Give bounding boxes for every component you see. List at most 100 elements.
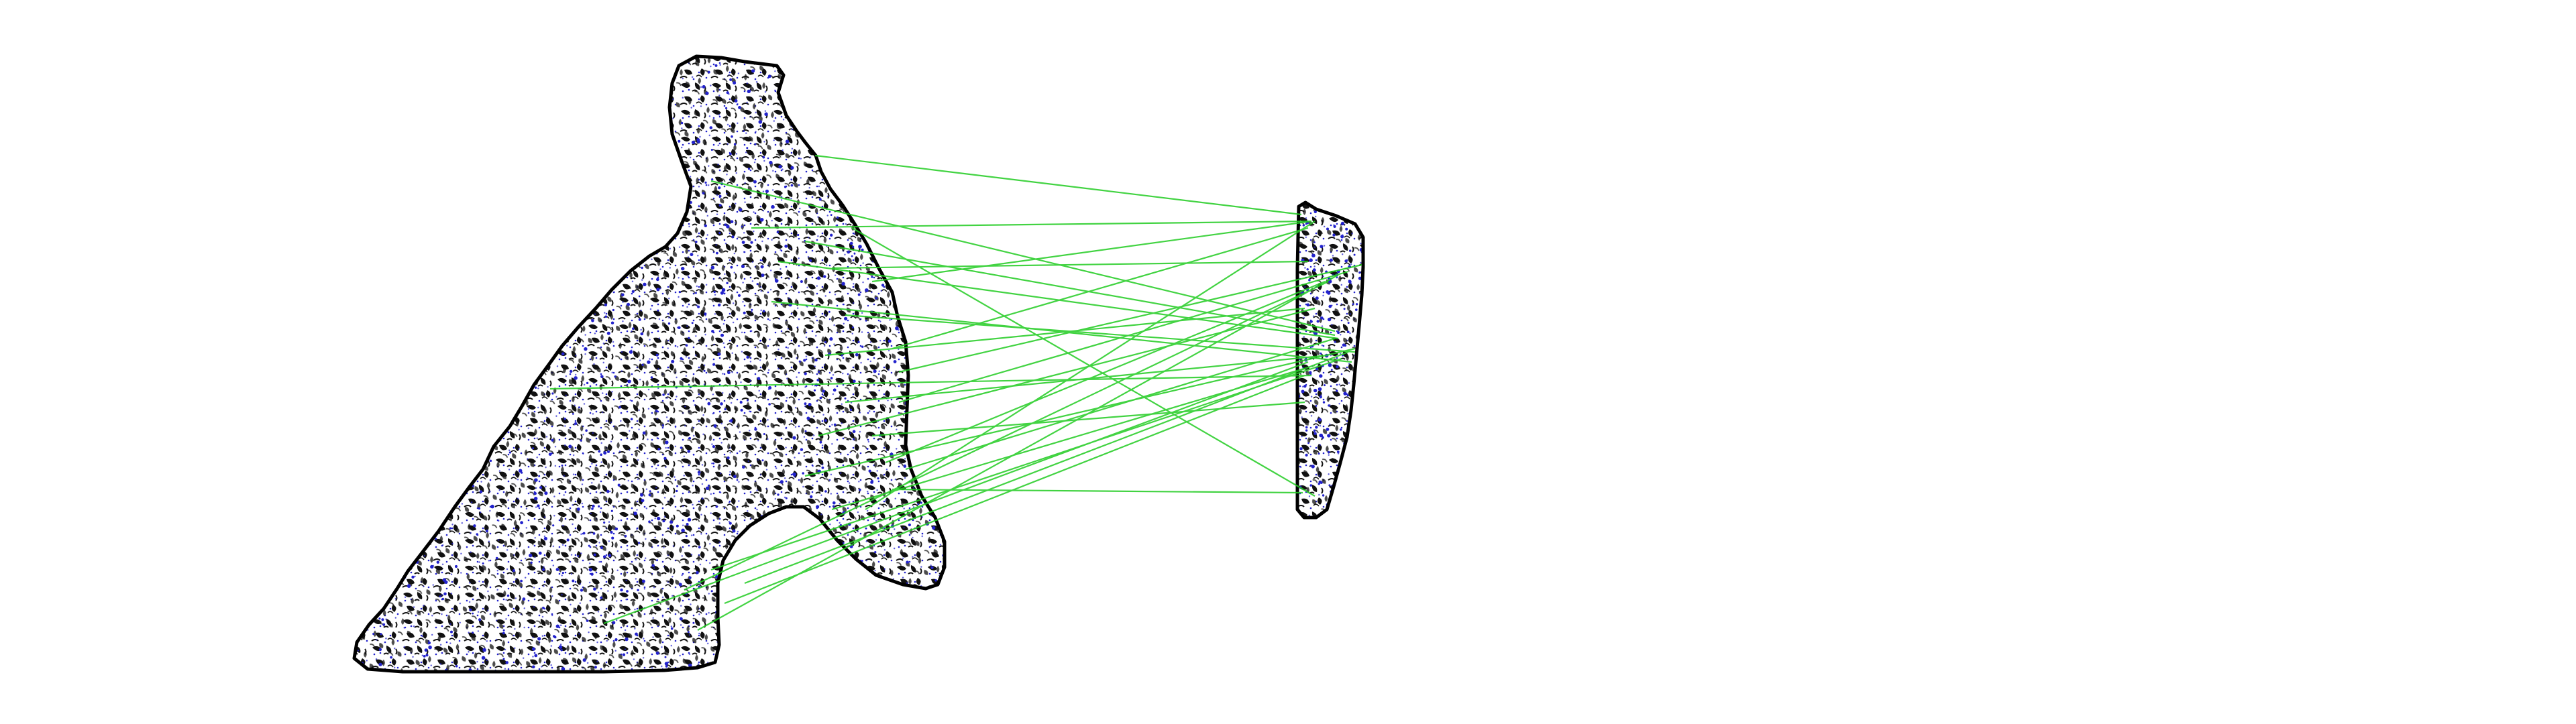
keypoint-dot (746, 355, 749, 359)
keypoint-dot (1328, 363, 1332, 367)
keypoint-dot (578, 72, 581, 76)
keypoint-dot (1324, 384, 1326, 387)
keypoint-dot (741, 264, 745, 268)
keypoint-dot (1362, 511, 1363, 514)
keypoint-dot (415, 199, 419, 203)
keypoint-dot (1307, 442, 1309, 444)
keypoint-dot (759, 218, 764, 222)
keypoint-dot (898, 609, 901, 612)
keypoint-dot (637, 542, 641, 544)
keypoint-dot (454, 564, 458, 568)
keypoint-dot (578, 406, 580, 409)
keypoint-dot (665, 665, 668, 668)
keypoint-dot (891, 80, 894, 84)
keypoint-dot (775, 615, 778, 618)
keypoint-dot (918, 76, 922, 80)
keypoint-dot (600, 546, 604, 550)
keypoint-dot (1320, 352, 1322, 355)
keypoint-dot (408, 156, 412, 160)
keypoint-dot (1343, 391, 1347, 396)
keypoint-dot (657, 448, 661, 450)
keypoint-dot (721, 288, 726, 292)
keypoint-dot (920, 286, 922, 288)
keypoint-dot (527, 192, 531, 196)
keypoint-dot (731, 135, 733, 138)
keypoint-dot (743, 311, 746, 314)
keypoint-dot (531, 647, 536, 651)
keypoint-dot (1363, 363, 1366, 366)
keypoint-dot (534, 56, 538, 59)
keypoint-dot (889, 209, 892, 212)
keypoint-dot (580, 439, 582, 442)
keypoint-dot (561, 352, 565, 356)
keypoint-dot (881, 640, 884, 644)
keypoint-dot (508, 451, 512, 454)
keypoint-dot (1354, 446, 1357, 448)
keypoint-dot (530, 561, 533, 564)
keypoint-dot (502, 629, 505, 631)
keypoint-dot (612, 268, 615, 271)
keypoint-dot (522, 153, 525, 156)
match-line (892, 227, 1309, 350)
keypoint-dot (476, 533, 478, 536)
keypoint-dot (511, 110, 513, 113)
keypoint-dot (482, 648, 486, 652)
keypoint-dot (819, 86, 822, 90)
keypoint-dot (468, 398, 470, 402)
keypoint-dot (354, 570, 358, 575)
keypoint-dot (474, 290, 478, 294)
match-line (905, 337, 1336, 471)
keypoint-dot (718, 186, 721, 190)
keypoint-dot (380, 296, 385, 300)
keypoint-dot (539, 486, 543, 489)
keypoint-dot (1328, 484, 1331, 487)
keypoint-dot (372, 633, 375, 636)
keypoint-dot (384, 212, 386, 215)
keypoint-dot (688, 663, 692, 668)
keypoint-dot (664, 656, 667, 658)
keypoint-dot (1358, 345, 1362, 349)
keypoint-dot (604, 315, 608, 318)
keypoint-dot (372, 235, 375, 237)
keypoint-dot (390, 656, 392, 659)
keypoint-dot (691, 322, 694, 324)
keypoint-dot (733, 143, 737, 145)
keypoint-dot (610, 155, 613, 158)
left-tissue-fragment (352, 54, 947, 674)
keypoint-dot (704, 312, 707, 316)
keypoint-dot (449, 387, 452, 390)
keypoint-dot (835, 638, 838, 641)
keypoint-dot (840, 583, 843, 587)
keypoint-dot (417, 86, 421, 89)
keypoint-dot (790, 522, 794, 526)
keypoint-dot (610, 321, 614, 324)
keypoint-dot (1355, 303, 1358, 306)
keypoint-dot (611, 536, 614, 540)
keypoint-dot (417, 537, 419, 540)
keypoint-dot (474, 215, 478, 219)
keypoint-dot (649, 490, 651, 493)
keypoint-dot (1360, 490, 1363, 494)
keypoint-dot (591, 319, 594, 322)
keypoint-dot (670, 627, 674, 630)
keypoint-dot (797, 233, 800, 237)
keypoint-dot (830, 214, 833, 216)
keypoint-dot (710, 265, 715, 269)
keypoint-dot (813, 389, 816, 391)
keypoint-dot (1327, 450, 1330, 454)
keypoint-dot (1294, 444, 1296, 446)
keypoint-dot (560, 61, 564, 65)
keypoint-dot (873, 191, 877, 195)
keypoint-dot (716, 251, 718, 255)
keypoint-dot (600, 596, 603, 599)
keypoint-dot (677, 208, 681, 211)
keypoint-dot (745, 551, 748, 554)
keypoint-dot (478, 507, 481, 510)
keypoint-dot (818, 198, 822, 201)
keypoint-dot (879, 56, 884, 58)
keypoint-dot (535, 355, 537, 358)
keypoint-dot (535, 107, 539, 110)
keypoint-dot (423, 655, 426, 658)
keypoint-dot (527, 387, 530, 390)
keypoint-dot (474, 139, 476, 142)
